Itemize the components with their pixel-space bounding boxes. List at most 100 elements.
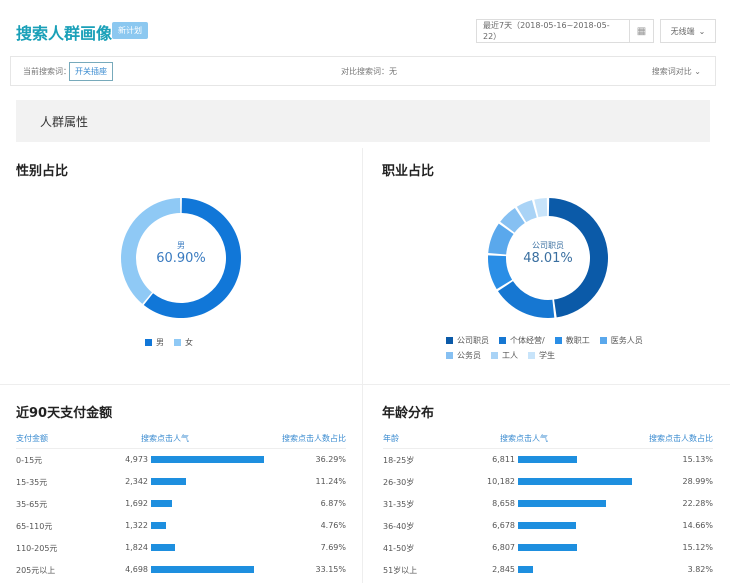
donut-slice-0[interactable] [548, 198, 608, 318]
column-header: 搜索点击人气 [141, 434, 189, 443]
legend-item[interactable]: 男 [145, 337, 164, 348]
row-percent: 36.29% [315, 455, 346, 464]
row-bar [518, 478, 632, 485]
compare-keyword-label: 对比搜索词：无 [341, 67, 397, 76]
row-value: 6,811 [492, 455, 515, 464]
table-row: 65-110元 1,322 4.76% [16, 515, 346, 537]
row-label: 15-35元 [16, 478, 48, 487]
row-label: 35-65元 [16, 500, 48, 509]
legend-item[interactable]: 工人 [491, 350, 518, 361]
row-value: 2,845 [492, 565, 515, 574]
row-bar [518, 522, 576, 529]
section-title: 人群属性 [16, 100, 710, 142]
calendar-icon[interactable]: ▦ [629, 20, 653, 42]
row-value: 4,698 [125, 565, 148, 574]
legend-swatch [528, 352, 535, 359]
column-header: 搜索点击人数占比 [649, 434, 713, 443]
table-row: 110-205元 1,824 7.69% [16, 537, 346, 559]
donut-slice-1[interactable] [497, 281, 555, 318]
compare-keyword-button[interactable]: 搜索词对比 ⌄ [652, 66, 701, 77]
row-value: 1,824 [125, 543, 148, 552]
column-header: 搜索点击人气 [500, 434, 548, 443]
age-title: 年龄分布 [382, 406, 435, 421]
current-keyword-label: 当前搜索词： [23, 67, 71, 76]
table-row: 41-50岁 6,807 15.12% [383, 537, 713, 559]
date-range-value: 最近7天（2018-05-16~2018-05-22） [483, 21, 610, 41]
row-value: 6,678 [492, 521, 515, 530]
table-row: 15-35元 2,342 11.24% [16, 471, 346, 493]
row-percent: 15.13% [682, 455, 713, 464]
row-label: 31-35岁 [383, 500, 415, 509]
row-bar [151, 500, 173, 507]
row-label: 41-50岁 [383, 544, 415, 553]
row-bar [151, 566, 255, 573]
row-percent: 28.99% [682, 477, 713, 486]
divider [0, 384, 730, 385]
donut-slice-0[interactable] [143, 198, 241, 318]
row-label: 36-40岁 [383, 522, 415, 531]
row-value: 4,973 [125, 455, 148, 464]
row-label: 0-15元 [16, 456, 43, 465]
row-percent: 4.76% [320, 521, 346, 530]
legend-item[interactable]: 学生 [528, 350, 555, 361]
legend-item[interactable]: 教职工 [554, 335, 590, 346]
donut-slice-3[interactable] [488, 223, 514, 255]
current-keyword-button[interactable]: 开关插座 [69, 62, 113, 81]
gender-donut-chart [120, 198, 241, 318]
table-row: 36-40岁 6,678 14.66% [383, 515, 713, 537]
legend-item[interactable]: 公务员 [446, 350, 481, 361]
row-label: 110-205元 [16, 544, 58, 553]
search-keyword-bar: 当前搜索词： 开关插座 对比搜索词：无 搜索词对比 ⌄ [10, 56, 716, 86]
legend-swatch [554, 337, 562, 344]
payment-title: 近90天支付金额 [16, 406, 113, 421]
donut-slice-2[interactable] [488, 255, 513, 290]
table-row: 35-65元 1,692 6.87% [16, 493, 346, 515]
legend-item[interactable]: 医务人员 [599, 335, 643, 346]
legend-swatch [599, 337, 607, 344]
legend-item[interactable]: 女 [174, 337, 193, 348]
table-row: 26-30岁 10,182 28.99% [383, 471, 713, 493]
device-select[interactable]: 无线端 ⌄ [660, 19, 716, 43]
legend-swatch [145, 339, 152, 346]
row-bar [151, 478, 186, 485]
table-row: 0-15元 4,973 36.29% [16, 449, 346, 471]
column-header: 搜索点击人数占比 [282, 434, 346, 443]
row-percent: 7.69% [320, 543, 346, 552]
table-row: 205元以上 4,698 33.15% [16, 559, 346, 581]
legend-swatch [491, 352, 498, 359]
legend-label: 公务员 [457, 351, 481, 360]
gender-center-value: 60.90% [156, 251, 206, 266]
row-bar [151, 456, 264, 463]
legend-label: 教职工 [565, 336, 590, 345]
row-bar [518, 544, 578, 551]
donut-slice-5[interactable] [516, 200, 537, 223]
donut-slice-6[interactable] [534, 198, 548, 218]
legend-label: 女 [185, 338, 193, 347]
occupation-center-value: 48.01% [523, 251, 573, 266]
compare-label: 搜索词对比 [651, 67, 692, 76]
donut-slice-1[interactable] [120, 198, 181, 304]
row-label: 26-30岁 [383, 478, 415, 487]
gender-center: 男 60.90% [111, 240, 251, 266]
row-value: 1,322 [125, 521, 148, 530]
legend-swatch [499, 337, 506, 344]
legend-swatch [446, 337, 453, 344]
row-label: 51岁以上 [383, 566, 418, 575]
legend-item[interactable]: 个体经营/ [499, 335, 545, 346]
row-value: 8,658 [492, 499, 515, 508]
donut-slice-4[interactable] [500, 207, 525, 233]
gender-center-label: 男 [177, 241, 185, 250]
occupation-center-label: 公司职员 [532, 241, 564, 250]
occupation-title: 职业占比 [382, 164, 435, 179]
age-table: 年龄 搜索点击人气 搜索点击人数占比 18-25岁 6,811 15.13% 26-… [383, 433, 713, 581]
column-header: 年龄 [383, 434, 399, 443]
plan-badge: 新计划 [112, 22, 148, 39]
row-bar [518, 566, 534, 573]
row-label: 205元以上 [16, 566, 56, 575]
row-percent: 3.82% [687, 565, 713, 574]
row-percent: 22.28% [682, 499, 713, 508]
date-range-picker[interactable]: 最近7天（2018-05-16~2018-05-22） ▦ [476, 19, 654, 43]
legend-label: 工人 [502, 351, 518, 360]
legend-item[interactable]: 公司职员 [446, 335, 489, 346]
chevron-down-icon: ⌄ [694, 67, 701, 76]
